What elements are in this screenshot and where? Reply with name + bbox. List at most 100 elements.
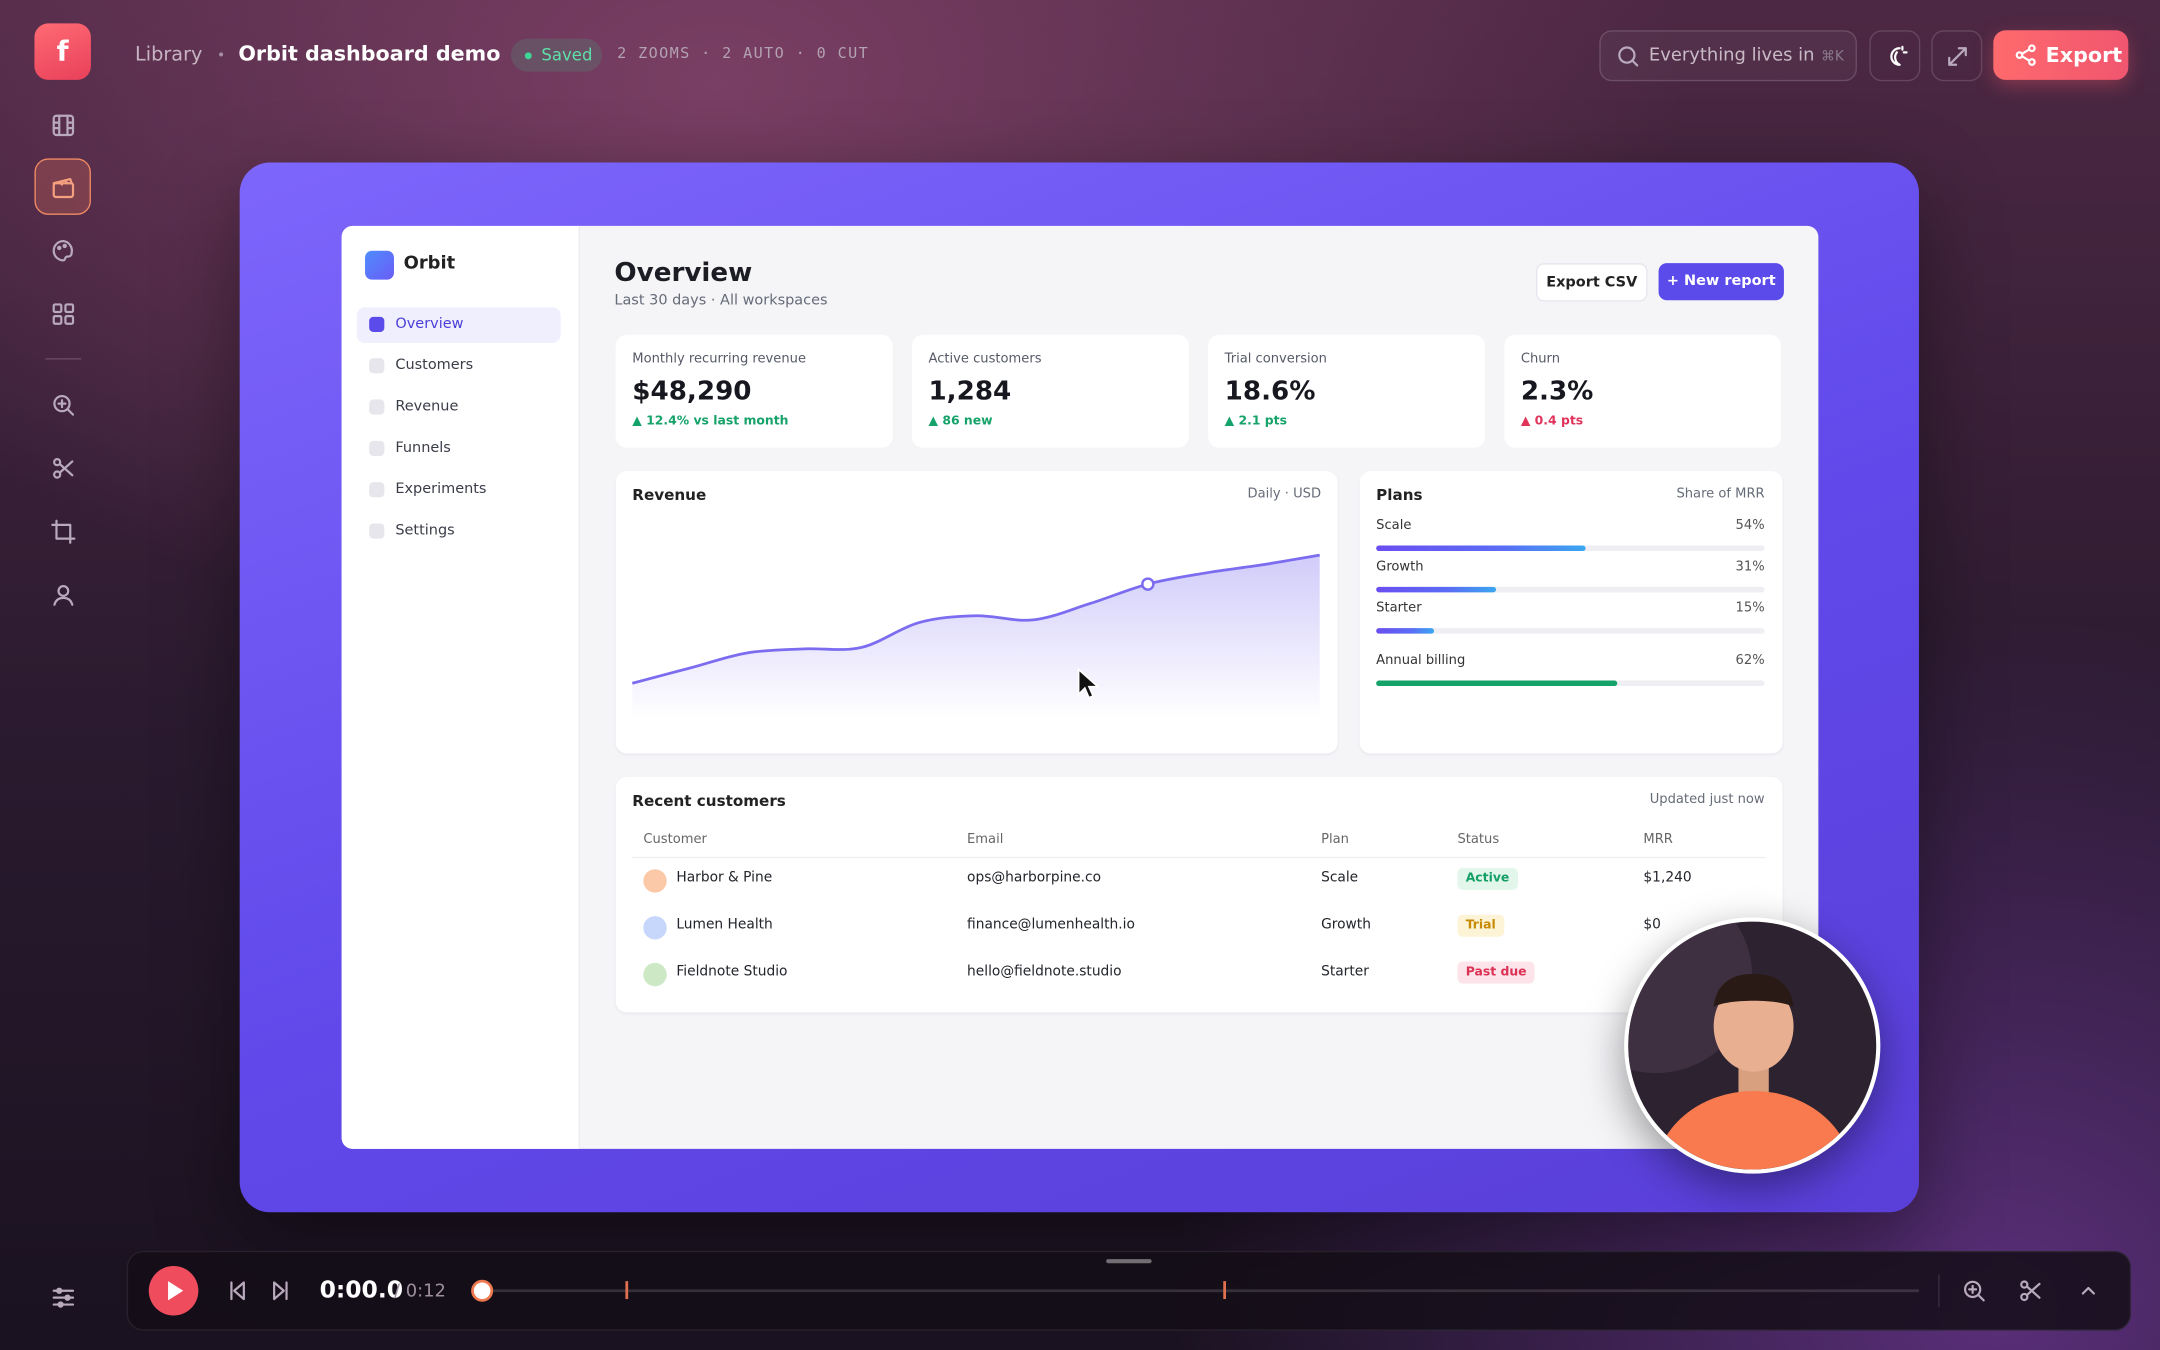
table-cell: Scale <box>1321 870 1359 886</box>
plan-share: 15% <box>1735 600 1765 616</box>
revenue-unit: Daily · USD <box>1247 486 1322 502</box>
column-header: MRR <box>1643 832 1673 848</box>
nav-icon <box>369 316 385 332</box>
saved-dot <box>524 52 532 60</box>
nav-item[interactable]: Customers <box>395 356 474 374</box>
nav-item[interactable]: Settings <box>395 522 455 539</box>
revenue-chart <box>631 553 1320 720</box>
search-icon <box>1618 46 1639 67</box>
zoom-in-button[interactable] <box>1960 1277 1988 1305</box>
plans-card: Plans Share of MRR Scale 54% Growth 31% Star… <box>1359 471 1783 754</box>
zoom-marker <box>1223 1281 1227 1300</box>
customers-card: Recent customers Updated just now Custom… <box>615 776 1783 1013</box>
nav-icon <box>369 523 385 539</box>
status-badge: Trial <box>1457 914 1505 937</box>
active-tool[interactable] <box>34 158 91 215</box>
kpi-label: Active customers <box>928 351 1042 367</box>
breadcrumb-library[interactable]: Library <box>135 44 203 67</box>
nav-item[interactable]: Overview <box>395 315 464 332</box>
zoom-icon[interactable] <box>50 391 78 419</box>
plan-name: Scale <box>1376 517 1412 534</box>
kpi-value: $48,290 <box>632 376 752 407</box>
kpi-delta: ▲ 86 new <box>928 414 993 429</box>
palette-icon[interactable] <box>50 237 78 265</box>
nav-icon <box>369 440 385 456</box>
export-csv-button[interactable]: Export CSV <box>1535 263 1648 302</box>
timeline-separator <box>1938 1274 1940 1308</box>
plan-share: 54% <box>1735 517 1765 534</box>
previous-button[interactable] <box>223 1277 251 1305</box>
customer-avatar <box>643 916 667 940</box>
nav-active-bg <box>356 307 561 344</box>
table-cell: finance@lumenhealth.io <box>967 917 1135 933</box>
grid-icon[interactable] <box>50 300 78 328</box>
revenue-line <box>631 553 1320 685</box>
saved-text: Saved <box>541 45 593 65</box>
table-cell: Starter <box>1321 964 1369 980</box>
rail-separator <box>45 358 82 360</box>
column-header: Email <box>967 832 1004 848</box>
new-report-button[interactable]: + New report <box>1658 263 1784 301</box>
timeline-bar: 0:00.0 / 0:12 <box>126 1250 2132 1331</box>
nav-item[interactable]: Experiments <box>395 480 487 498</box>
customers-updated: Updated just now <box>1649 792 1765 808</box>
webcam-bubble <box>1624 917 1881 1174</box>
table-cell: ops@harborpine.co <box>967 870 1102 886</box>
plan-share: 31% <box>1735 559 1765 575</box>
crop-icon[interactable] <box>50 518 78 546</box>
split-button[interactable] <box>2017 1277 2045 1305</box>
breadcrumb-project[interactable]: Orbit dashboard demo <box>238 41 501 67</box>
next-button[interactable] <box>267 1277 295 1305</box>
export-label: Export <box>2045 42 2123 68</box>
revenue-point <box>1141 577 1155 591</box>
kpi-delta: ▲ 2.1 pts <box>1224 414 1287 429</box>
table-cell: Harbor & Pine <box>676 870 773 886</box>
kpi-label: Monthly recurring revenue <box>632 351 806 367</box>
zoom-marker <box>625 1281 629 1300</box>
plans-title: Plans <box>1376 486 1423 505</box>
kpi-value: 1,284 <box>928 376 1012 407</box>
cut-icon[interactable] <box>50 455 78 483</box>
clapper-icon <box>52 177 75 199</box>
search-placeholder: Everything lives in <box>1648 45 1815 67</box>
film-icon[interactable] <box>50 112 78 140</box>
kpi-delta: ▲ 0.4 pts <box>1520 414 1584 429</box>
plans-subtitle: Share of MRR <box>1676 486 1765 502</box>
nav-icon <box>369 358 385 374</box>
column-header: Customer <box>643 832 707 848</box>
expand-button[interactable] <box>2075 1277 2103 1305</box>
search-shortcut: ⌘K <box>1821 49 1844 65</box>
nav-item[interactable]: Revenue <box>395 398 459 415</box>
saved-pill: Saved <box>511 38 602 72</box>
kpi-value: 18.6% <box>1224 376 1316 407</box>
webcam-person <box>1628 921 1853 1170</box>
table-cell: $1,240 <box>1643 870 1692 886</box>
play-button[interactable] <box>148 1265 199 1316</box>
kpi-card: Churn 2.3% ▲ 0.4 pts <box>1504 334 1782 448</box>
app-logo[interactable]: f <box>34 23 91 80</box>
page-subtitle: Last 30 days · All workspaces <box>614 292 828 309</box>
table-cell: Fieldnote Studio <box>676 964 788 980</box>
playhead[interactable] <box>471 1279 494 1302</box>
drag-handle[interactable] <box>1106 1259 1152 1264</box>
theme-button[interactable] <box>1869 30 1921 82</box>
person-icon[interactable] <box>50 581 78 609</box>
kpi-delta: ▲ 12.4% vs last month <box>632 414 789 429</box>
total-time: / 0:12 <box>393 1281 446 1302</box>
plan-bar <box>1376 680 1618 687</box>
settings-icon[interactable] <box>50 1284 78 1312</box>
search-box[interactable]: Everything lives in ⌘K <box>1599 30 1857 82</box>
export-button[interactable]: Export <box>1993 30 2129 80</box>
nav-item[interactable]: Funnels <box>395 439 451 456</box>
kpi-card: Trial conversion 18.6% ▲ 2.1 pts <box>1208 334 1485 448</box>
table-cell: Growth <box>1321 917 1371 933</box>
fullscreen-button[interactable] <box>1931 30 1983 82</box>
plan-name: Growth <box>1376 559 1424 575</box>
revenue-area <box>632 555 1320 720</box>
scrub-track[interactable] <box>482 1289 1919 1293</box>
customer-avatar <box>643 962 667 987</box>
current-time: 0:00.0 <box>319 1276 404 1305</box>
dashboard-screen: Orbit Overview Last 30 days · All worksp… <box>341 225 1819 1149</box>
